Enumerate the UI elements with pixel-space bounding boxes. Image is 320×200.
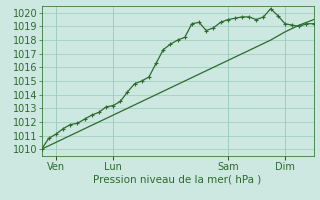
X-axis label: Pression niveau de la mer( hPa ): Pression niveau de la mer( hPa ) [93, 174, 262, 184]
